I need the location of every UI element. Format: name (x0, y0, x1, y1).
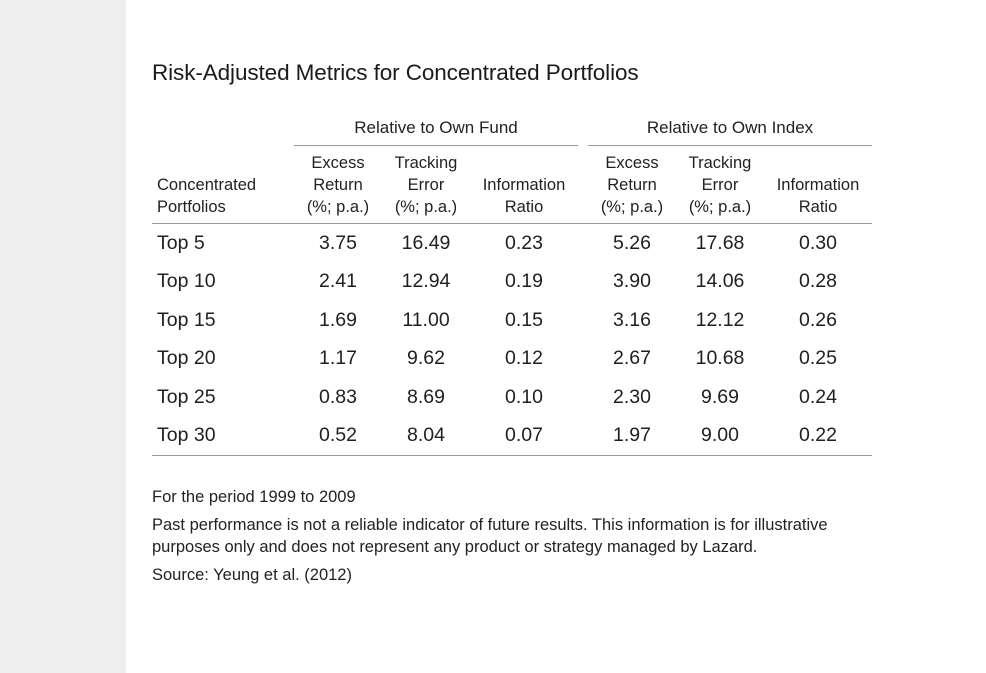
cell-index-excess-return: 3.90 (613, 270, 651, 293)
col-header-index-tracking-error: Tracking Error (%; p.a.) (676, 145, 764, 224)
table-row: Top 5 3.75 16.49 0.23 5.26 17.68 0.30 (152, 224, 872, 263)
table-body: Top 5 3.75 16.49 0.23 5.26 17.68 0.30 Top 10 2.4… (152, 224, 872, 456)
cell-portfolio-label: Top 5 (157, 231, 205, 254)
cell-fund-information-ratio: 0.19 (505, 270, 543, 293)
period-note: For the period 1999 to 2009 (152, 488, 356, 506)
col-gap (578, 145, 588, 224)
cell-index-information-ratio: 0.25 (799, 347, 837, 370)
cell-fund-information-ratio: 0.15 (505, 308, 543, 331)
col-header-fund-tracking-error: Tracking Error (%; p.a.) (382, 145, 470, 224)
cell-gap (578, 263, 588, 302)
group-header-own-fund: Relative to Own Fund (294, 112, 578, 146)
table-title: Risk-Adjusted Metrics for Concentrated P… (152, 60, 639, 85)
cell-fund-excess-return: 1.69 (319, 308, 357, 331)
col-header-index-information-ratio: Information Ratio (764, 145, 872, 224)
cell-fund-tracking-error: 9.62 (407, 347, 445, 370)
cell-gap (578, 340, 588, 379)
cell-index-information-ratio: 0.28 (799, 270, 837, 293)
cell-fund-excess-return: 2.41 (319, 270, 357, 293)
source-note: Source: Yeung et al. (2012) (152, 566, 352, 584)
cell-fund-information-ratio: 0.12 (505, 347, 543, 370)
cell-index-information-ratio: 0.24 (799, 385, 837, 408)
col-header-index-excess-return: Excess Return (%; p.a.) (588, 145, 676, 224)
cell-fund-tracking-error: 8.04 (382, 416, 470, 456)
col-header-portfolios: Concentrated Portfolios (152, 145, 294, 224)
cell-index-information-ratio: 0.30 (799, 231, 837, 254)
disclaimer-note: Past performance is not a reliable indic… (152, 516, 828, 556)
cell-portfolio-label: Top 20 (157, 347, 216, 370)
cell-fund-tracking-error: 11.00 (402, 308, 450, 331)
table-row: Top 15 1.69 11.00 0.15 3.16 12.12 0.26 (152, 301, 872, 340)
cell-portfolio-label: Top 10 (157, 270, 216, 293)
cell-gap (578, 378, 588, 417)
cell-gap (578, 416, 588, 456)
cell-index-excess-return: 2.67 (613, 347, 651, 370)
cell-fund-tracking-error: 16.49 (401, 231, 451, 254)
cell-fund-excess-return: 0.83 (319, 385, 357, 408)
cell-fund-tracking-error: 12.94 (401, 270, 451, 293)
table-row: Top 25 0.83 8.69 0.10 2.30 9.69 0.24 (152, 378, 872, 417)
cell-fund-excess-return: 3.75 (319, 231, 357, 254)
cell-gap (578, 224, 588, 263)
cell-fund-information-ratio: 0.23 (505, 231, 543, 254)
cell-index-information-ratio: 0.26 (799, 308, 837, 331)
cell-portfolio-label: Top 25 (157, 385, 216, 408)
cell-index-tracking-error: 9.69 (701, 385, 739, 408)
table-row: Top 30 0.52 8.04 0.07 1.97 9.00 0.22 (152, 416, 872, 456)
cell-index-information-ratio: 0.22 (764, 416, 872, 456)
cell-fund-tracking-error: 8.69 (407, 385, 445, 408)
cell-index-tracking-error: 17.68 (695, 231, 745, 254)
cell-index-excess-return: 5.26 (613, 231, 651, 254)
col-header-fund-information-ratio: Information Ratio (470, 145, 578, 224)
cell-fund-information-ratio: 0.07 (470, 416, 578, 456)
cell-index-excess-return: 2.30 (613, 385, 651, 408)
metrics-table: Relative to Own Fund Relative to Own Ind… (152, 112, 872, 456)
group-header-own-index: Relative to Own Index (588, 112, 872, 146)
cell-index-excess-return: 1.97 (588, 416, 676, 456)
group-gap (578, 112, 588, 146)
cell-index-tracking-error: 12.12 (695, 308, 745, 331)
footnotes: For the period 1999 to 2009 Past perform… (152, 486, 852, 592)
cell-portfolio-label: Top 30 (152, 416, 294, 456)
col-header-fund-excess-return: Excess Return (%; p.a.) (294, 145, 382, 224)
cell-portfolio-label: Top 15 (157, 308, 216, 331)
cell-gap (578, 301, 588, 340)
cell-index-excess-return: 3.16 (613, 308, 651, 331)
group-spacer (152, 112, 294, 146)
cell-index-tracking-error: 14.06 (695, 270, 745, 293)
cell-fund-excess-return: 1.17 (319, 347, 357, 370)
table-row: Top 10 2.41 12.94 0.19 3.90 14.06 0.28 (152, 263, 872, 302)
table-row: Top 20 1.17 9.62 0.12 2.67 10.68 0.25 (152, 340, 872, 379)
left-margin (0, 0, 126, 673)
cell-fund-information-ratio: 0.10 (505, 385, 543, 408)
cell-fund-excess-return: 0.52 (294, 416, 382, 456)
cell-index-tracking-error: 9.00 (676, 416, 764, 456)
cell-index-tracking-error: 10.68 (695, 347, 745, 370)
